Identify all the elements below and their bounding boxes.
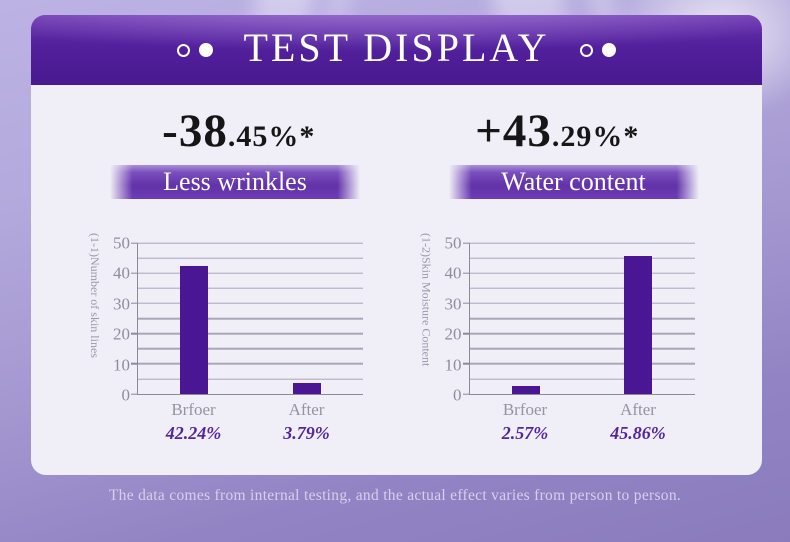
y-tick-label: 30	[444, 294, 462, 314]
y-axis-title: (1-1)Number of skin lines	[88, 233, 102, 358]
gridline	[138, 332, 363, 335]
results-card: -38.45%* Less wrinkles (1-1)Number of sk…	[31, 85, 762, 475]
y-axis-ticks: 0 10 20 30 40 50	[435, 235, 469, 404]
y-axis-title: (1-2)Skin Moisture Content	[419, 233, 434, 367]
y-tick-label: 20	[113, 324, 130, 344]
y-tick-mark	[462, 302, 470, 305]
headline-water: +43.29%*	[375, 103, 741, 159]
y-tick-mark	[462, 363, 470, 365]
bar-after	[292, 382, 321, 394]
headline-value: -38	[162, 105, 228, 157]
plot-wrap: Brfoer After 42.24% 3.79%	[131, 242, 363, 445]
gridline	[138, 363, 363, 365]
y-tick-label: 0	[121, 385, 131, 405]
gridline	[469, 287, 695, 290]
y-tick-label: 10	[113, 355, 130, 375]
y-tick-label: 40	[444, 263, 462, 283]
metric-band-wrinkles: Less wrinkles	[110, 165, 360, 199]
category-label-after: After	[620, 400, 656, 419]
right-ornament	[579, 43, 616, 57]
plot-area	[462, 242, 695, 395]
y-tick-label: 20	[444, 324, 462, 344]
value-labels: 2.57% 45.86%	[469, 423, 695, 445]
dot-icon	[199, 43, 214, 57]
value-label-after: 3.79%	[283, 423, 330, 443]
y-tick-label: 50	[444, 233, 462, 253]
plot-area	[131, 242, 363, 395]
y-tick-label: 10	[444, 355, 462, 375]
disclaimer-text: The data comes from internal testing, an…	[108, 487, 682, 504]
gridline	[138, 302, 363, 305]
y-tick-mark	[462, 242, 470, 244]
gridline	[138, 257, 363, 259]
y-tick-label: 0	[453, 385, 462, 405]
gridline	[138, 317, 363, 320]
gridline	[138, 348, 363, 350]
y-tick-mark	[462, 393, 470, 395]
dot-icon	[601, 43, 616, 57]
y-tick-mark	[462, 332, 470, 335]
bar-chart-water: (1-2)Skin Moisture Content 0 10 20 30 40 50 B…	[419, 233, 763, 445]
panel-water-content: +43.29%* Water content (1-2)Skin Moistur…	[397, 85, 763, 475]
headline-wrinkles: -38.45%*	[56, 103, 422, 159]
gridline	[469, 332, 695, 335]
value-label-after: 45.86%	[610, 423, 666, 443]
value-label-before: 2.57%	[501, 423, 549, 443]
gridline	[469, 302, 695, 305]
y-tick-mark	[131, 272, 138, 274]
y-tick-label: 30	[113, 294, 130, 314]
bar-brfoer	[180, 266, 209, 394]
category-label-after: After	[288, 400, 325, 419]
category-label-before: Brfoer	[502, 400, 548, 419]
ring-icon	[579, 43, 593, 57]
gridline	[469, 242, 695, 244]
y-axis-ticks: 0 10 20 30 40 50	[103, 235, 137, 404]
headline-value: +43	[475, 105, 552, 157]
value-labels: 42.24% 3.79%	[137, 423, 363, 445]
left-ornament	[177, 43, 214, 57]
header-banner: TEST DISPLAY	[31, 15, 762, 85]
panel-less-wrinkles: -38.45%* Less wrinkles (1-1)Number of sk…	[31, 85, 397, 475]
y-tick-mark	[131, 393, 138, 395]
headline-decimal: .45%*	[227, 120, 316, 153]
gridline	[469, 363, 695, 365]
y-tick-mark	[131, 363, 138, 365]
y-tick-mark	[462, 272, 470, 274]
gridline	[469, 272, 695, 274]
bar-chart-wrinkles: (1-1)Number of skin lines 0 10 20 30 40 50 Br…	[87, 233, 397, 445]
y-tick-label: 40	[113, 263, 130, 283]
gridline	[138, 287, 363, 290]
x-axis-labels: Brfoer After	[469, 401, 695, 418]
y-tick-mark	[131, 332, 138, 335]
gridline	[469, 378, 695, 380]
y-tick-label: 50	[113, 233, 130, 253]
ring-icon	[177, 43, 191, 57]
y-tick-mark	[131, 302, 138, 305]
y-tick-mark	[131, 242, 138, 244]
gridline	[469, 317, 695, 320]
gridline	[138, 378, 363, 380]
page-title: TEST DISPLAY	[243, 25, 550, 70]
value-label-before: 42.24%	[165, 423, 222, 443]
gridline	[138, 242, 363, 244]
gridline	[469, 348, 695, 350]
headline-decimal: .29%*	[551, 120, 640, 153]
gridline	[469, 257, 695, 259]
gridline	[138, 272, 363, 274]
category-label-before: Brfoer	[171, 400, 216, 419]
bar-after	[624, 255, 653, 394]
x-axis-labels: Brfoer After	[137, 401, 363, 418]
bar-brfoer	[511, 386, 540, 394]
metric-band-water: Water content	[448, 165, 699, 199]
plot-wrap: Brfoer After 2.57% 45.86%	[462, 242, 695, 445]
